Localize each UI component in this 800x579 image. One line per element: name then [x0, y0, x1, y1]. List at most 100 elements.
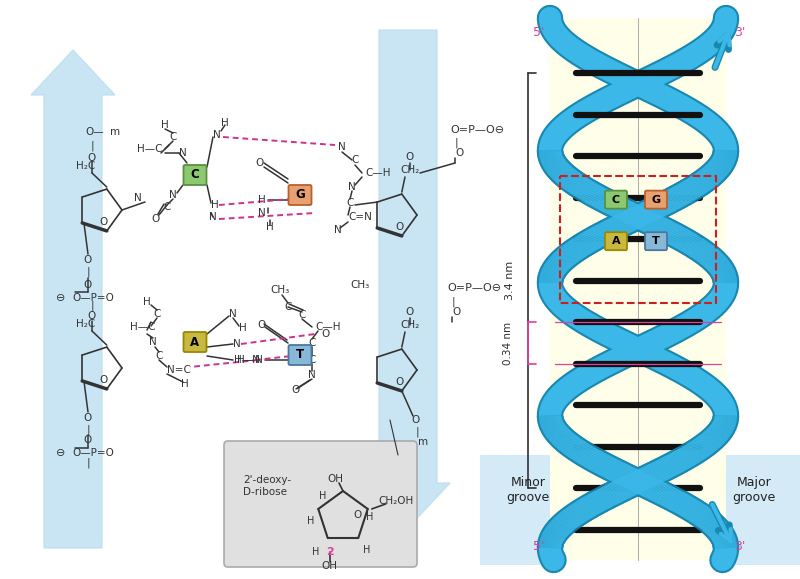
- FancyBboxPatch shape: [183, 332, 206, 352]
- Text: m: m: [110, 127, 120, 137]
- Text: ⊖: ⊖: [56, 448, 65, 458]
- Text: |: |: [455, 138, 458, 148]
- Text: T: T: [652, 236, 660, 246]
- Text: H: H: [221, 118, 229, 128]
- Bar: [480, 455, 550, 565]
- Text: 2: 2: [326, 547, 334, 557]
- Text: O: O: [84, 435, 92, 445]
- FancyBboxPatch shape: [605, 232, 627, 250]
- Text: H: H: [211, 200, 219, 210]
- Bar: [550, 18, 726, 560]
- Bar: [560, 175, 716, 303]
- Text: O: O: [84, 255, 92, 265]
- Text: H: H: [319, 491, 326, 501]
- Text: O=P—O⊖: O=P—O⊖: [447, 283, 501, 293]
- FancyBboxPatch shape: [224, 441, 417, 567]
- Text: H: H: [362, 545, 370, 555]
- FancyBboxPatch shape: [605, 190, 627, 208]
- Text: H: H: [366, 512, 374, 522]
- FancyArrow shape: [31, 50, 115, 548]
- Text: N: N: [348, 182, 356, 192]
- Text: O: O: [395, 377, 403, 387]
- Text: C: C: [308, 338, 316, 348]
- Text: H₂C: H₂C: [76, 319, 96, 329]
- FancyArrow shape: [366, 30, 450, 528]
- FancyBboxPatch shape: [289, 185, 311, 205]
- Text: CH₂OH: CH₂OH: [378, 496, 414, 506]
- Text: |: |: [415, 427, 419, 437]
- Text: H: H: [161, 120, 169, 130]
- Text: N: N: [169, 190, 177, 200]
- Text: O: O: [151, 214, 159, 224]
- Text: H: H: [181, 379, 189, 389]
- Text: O=P—O⊖: O=P—O⊖: [450, 125, 504, 135]
- Text: N: N: [258, 208, 266, 218]
- Text: N: N: [179, 148, 187, 158]
- Text: O: O: [455, 148, 463, 158]
- Text: O: O: [84, 413, 92, 423]
- Text: C: C: [154, 309, 161, 319]
- Text: C: C: [163, 202, 170, 212]
- Text: C: C: [170, 132, 177, 142]
- Text: |: |: [86, 458, 90, 468]
- Text: C—H: C—H: [365, 168, 390, 178]
- Text: m: m: [418, 437, 428, 447]
- Text: D-ribose: D-ribose: [243, 487, 287, 497]
- Text: CH₃: CH₃: [350, 280, 370, 290]
- Text: N=C: N=C: [167, 365, 191, 375]
- Text: N: N: [233, 339, 241, 349]
- Text: |: |: [86, 425, 90, 435]
- Text: C: C: [155, 351, 162, 361]
- Text: |: |: [90, 141, 94, 151]
- Text: N: N: [229, 309, 237, 319]
- Text: H—C: H—C: [130, 322, 156, 332]
- Text: N: N: [213, 130, 221, 140]
- Text: CH₂: CH₂: [400, 165, 420, 175]
- Text: OH: OH: [322, 561, 338, 571]
- Text: O: O: [88, 153, 96, 163]
- Text: H: H: [239, 323, 247, 333]
- Text: N: N: [209, 212, 217, 222]
- Text: H—C: H—C: [138, 144, 162, 154]
- Text: H: H: [306, 516, 314, 526]
- Text: C: C: [298, 310, 306, 320]
- FancyBboxPatch shape: [289, 345, 311, 365]
- Text: C: C: [190, 168, 199, 181]
- Text: H—N: H—N: [237, 355, 263, 365]
- Text: N: N: [149, 337, 157, 347]
- Text: H—N: H—N: [234, 355, 260, 365]
- Text: N: N: [308, 370, 316, 380]
- Text: 5': 5': [534, 540, 545, 552]
- Text: O—P=O: O—P=O: [72, 293, 114, 303]
- Text: H: H: [143, 297, 151, 307]
- Text: O: O: [256, 158, 264, 168]
- Text: C: C: [284, 302, 292, 312]
- Text: O: O: [84, 280, 92, 290]
- Text: |: |: [90, 301, 94, 312]
- Text: G: G: [295, 189, 305, 201]
- Text: O: O: [411, 415, 419, 425]
- Text: O: O: [353, 510, 361, 520]
- Text: O: O: [100, 217, 108, 227]
- Text: CH₂: CH₂: [400, 320, 420, 330]
- Text: C: C: [346, 198, 354, 208]
- Text: N: N: [334, 225, 342, 235]
- Text: H: H: [312, 547, 319, 557]
- Text: N: N: [338, 142, 346, 152]
- Text: CH₃: CH₃: [270, 285, 290, 295]
- FancyBboxPatch shape: [645, 190, 667, 208]
- Text: H₂C: H₂C: [76, 161, 96, 171]
- Text: 0.34 nm: 0.34 nm: [503, 321, 513, 365]
- Text: H: H: [258, 195, 266, 205]
- Text: O: O: [291, 385, 299, 395]
- Text: C=N: C=N: [348, 212, 372, 222]
- Text: A: A: [190, 335, 199, 349]
- Text: G: G: [651, 195, 661, 204]
- Text: 3': 3': [734, 25, 746, 38]
- Bar: [726, 455, 800, 565]
- Text: 3.4 nm: 3.4 nm: [505, 261, 515, 301]
- Text: 2'-deoxy-: 2'-deoxy-: [243, 475, 291, 485]
- FancyBboxPatch shape: [645, 232, 667, 250]
- Text: |: |: [452, 297, 456, 307]
- Text: O—: O—: [86, 127, 104, 137]
